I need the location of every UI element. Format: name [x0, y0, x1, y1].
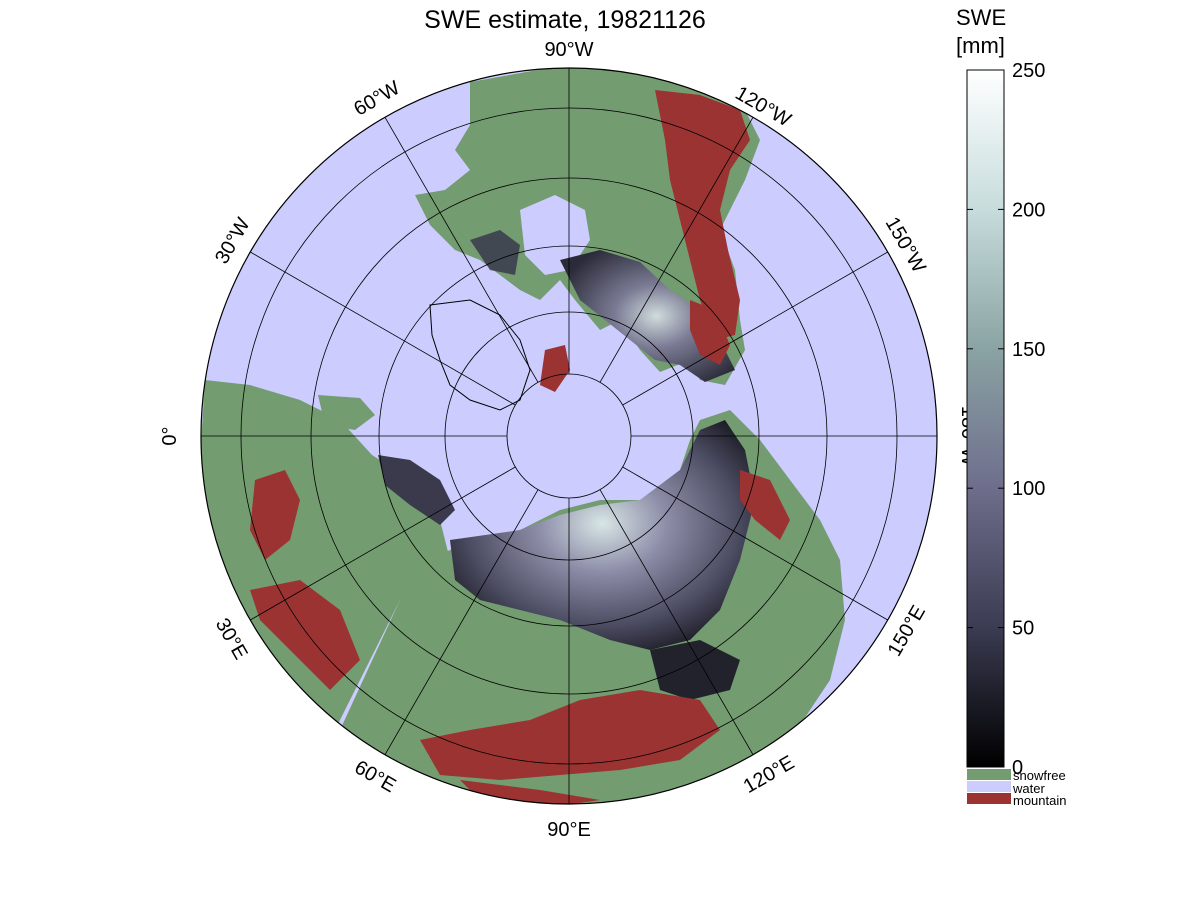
hudson-bay: [520, 195, 590, 275]
colorbar-title: SWE [mm]: [956, 4, 1006, 60]
colorbar-tick-label: 50: [1012, 618, 1034, 640]
polar-map: 90°W 120°W 150°W 180°W 150°E 120°E 90°E …: [159, 39, 979, 841]
meridian-line: [250, 466, 516, 621]
legend-swatch-water: [967, 781, 1011, 792]
legend-label-water: water: [1012, 781, 1045, 796]
lon-90e: 90°E: [547, 819, 591, 841]
mountain-alps: [250, 470, 300, 560]
snow-north-america-west: [470, 230, 520, 275]
land-uk: [318, 395, 375, 430]
snow-scandinavia: [378, 455, 455, 525]
meridian-line: [622, 466, 888, 621]
meridians: [201, 68, 937, 804]
colorbar-ticks: 0 50 100 150 200 250: [967, 60, 1045, 779]
legend-label-snowfree: snowfree: [1013, 768, 1066, 783]
greenland: [429, 299, 531, 411]
snow-central-asia: [650, 640, 740, 700]
lon-90w: 90°W: [544, 39, 593, 61]
meridian-line: [622, 251, 888, 406]
legend-label-mountain: mountain: [1013, 793, 1066, 808]
graticule: [201, 68, 937, 804]
colorbar-legend: snowfree water mountain: [967, 768, 1066, 808]
meridian-line: [599, 489, 754, 755]
map-frame: [200, 67, 938, 805]
legend-swatch-snowfree: [967, 769, 1011, 780]
meridian-line: [250, 251, 516, 406]
lon-0: 0°: [159, 426, 181, 445]
colorbar-gradient: [966, 69, 1005, 768]
legend-swatch-mountain: [967, 793, 1011, 804]
mountain-himalaya: [420, 690, 720, 780]
colorbar-tick-label: 0: [1012, 757, 1023, 779]
lon-60e: 60°E: [351, 756, 400, 797]
snow-north-america: [560, 250, 735, 382]
colorbar-tick-label: 250: [1012, 60, 1045, 82]
colorbar-title-line1: SWE: [956, 5, 1007, 30]
colorbar-tick-label: 150: [1012, 339, 1045, 361]
colorbar-tick-label: 200: [1012, 199, 1045, 221]
mountain-caucasus: [250, 580, 360, 690]
meridian-line: [599, 117, 754, 383]
mountain-greenland-east: [540, 345, 570, 392]
meridian-line: [384, 489, 539, 755]
figure-title: SWE estimate, 19821126: [424, 6, 706, 34]
colorbar: 0 50 100 150 200 250 snowfree water mountain: [966, 60, 1066, 808]
colorbar-title-line2: [mm]: [956, 33, 1005, 58]
lon-120e: 120°E: [740, 752, 798, 798]
snow-siberia: [450, 420, 755, 650]
meridian-line: [384, 117, 539, 383]
mountain-east-siberia: [740, 470, 790, 540]
colorbar-tick-label: 100: [1012, 478, 1045, 500]
lon-30e: 30°E: [211, 615, 252, 664]
